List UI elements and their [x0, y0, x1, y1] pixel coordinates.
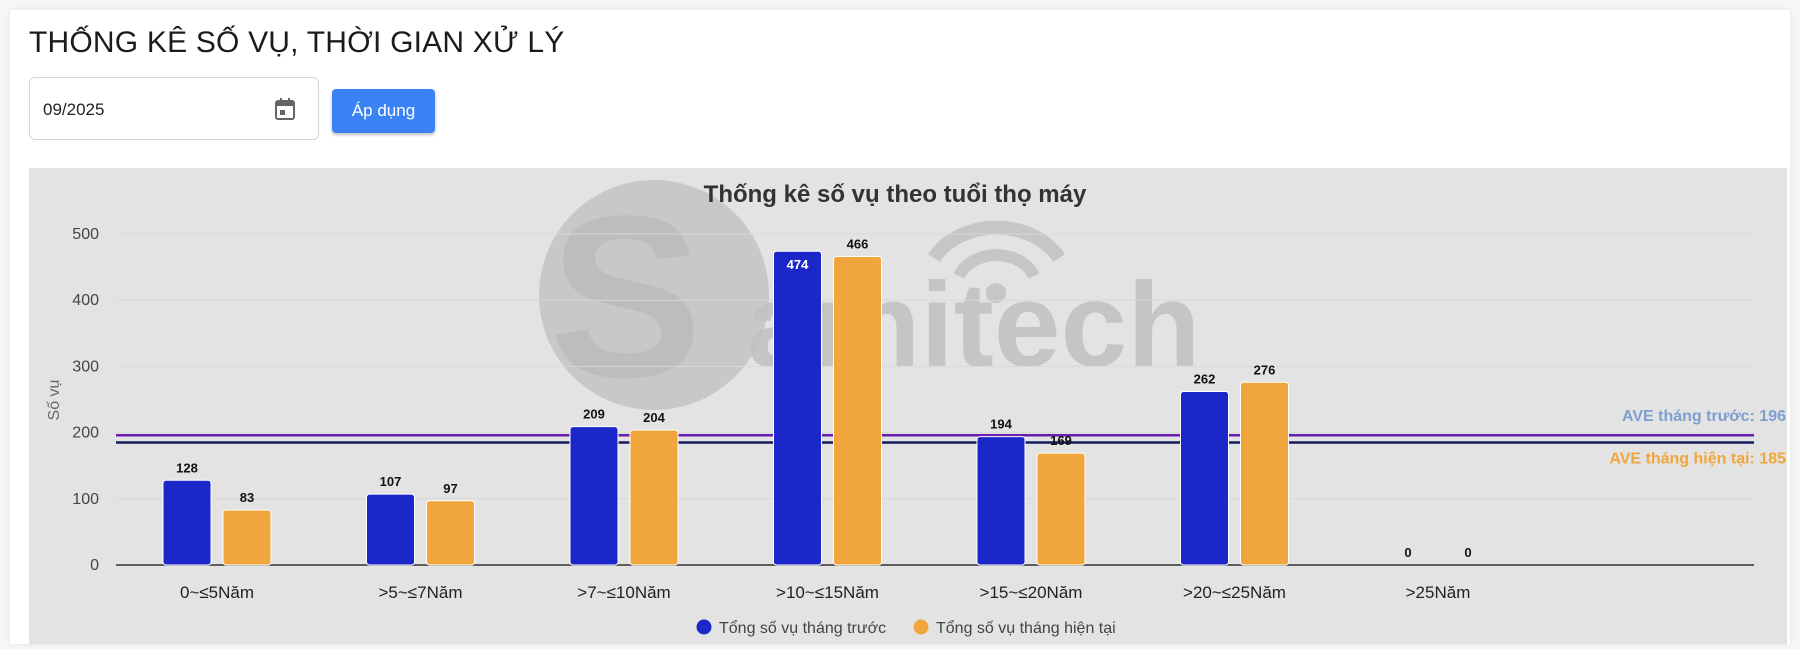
watermark-s: S	[549, 168, 702, 425]
bar-value-label: 262	[1194, 372, 1216, 387]
average-line-label: AVE tháng hiện tại: 185	[1609, 451, 1786, 468]
legend-marker	[696, 619, 712, 635]
month-picker-value[interactable]: 09/2025	[43, 100, 105, 119]
legend-label: Tổng số vụ tháng trước	[719, 619, 886, 637]
x-tick-label: 0~≤5Năm	[180, 583, 254, 602]
y-tick-label: 0	[90, 557, 99, 574]
bar[interactable]	[629, 429, 679, 566]
x-tick-label: >20~≤25Năm	[1183, 583, 1286, 602]
legend-label: Tổng số vụ tháng hiện tại	[936, 619, 1116, 637]
bar[interactable]	[1180, 391, 1229, 566]
bar[interactable]	[833, 256, 882, 566]
bar[interactable]	[426, 500, 475, 566]
bar-value-label: 97	[443, 481, 457, 496]
x-tick-label: >5~≤7Năm	[379, 583, 463, 602]
average-line-label: AVE tháng trước: 196	[1622, 408, 1786, 425]
month-picker-field[interactable]: 09/2025	[29, 77, 319, 140]
legend-item[interactable]: Tổng số vụ tháng trước	[696, 619, 887, 637]
page-container: THỐNG KÊ SỐ VỤ, THỜI GIAN XỬ LÝ 09/2025 …	[10, 10, 1790, 644]
y-tick-label: 300	[72, 358, 99, 375]
bar[interactable]	[773, 250, 822, 566]
legend-item[interactable]: Tổng số vụ tháng hiện tại	[913, 619, 1116, 637]
y-tick-label: 200	[72, 425, 99, 442]
bar[interactable]	[976, 436, 1026, 566]
reference-lines: AVE tháng trước: 196 AVE tháng hiện tại: …	[116, 408, 1786, 468]
x-tick-label: >25Năm	[1406, 583, 1471, 602]
watermark-logo: S amitech	[539, 168, 1201, 425]
bar-value-label: 466	[847, 237, 869, 252]
chart-title: Thống kê số vụ theo tuổi thọ máy	[704, 181, 1087, 208]
bar[interactable]	[569, 426, 619, 566]
y-axis-label: Số vụ	[46, 380, 63, 421]
y-ticks: 0 100 200 300 400 500	[72, 226, 99, 574]
y-tick-label: 400	[72, 292, 99, 309]
bar-value-label: 107	[380, 474, 402, 489]
bar[interactable]	[1240, 381, 1289, 566]
bar-value-label: 0	[1404, 545, 1411, 560]
bar[interactable]	[366, 493, 415, 566]
bars: 128 83 107 97 209 204 474 466 194 169 262 276 0 0	[162, 237, 1472, 566]
bar[interactable]	[162, 479, 212, 566]
x-ticks: 0~≤5Năm >5~≤7Năm >7~≤10Năm >10~≤15Năm >15~≤2…	[180, 583, 1470, 602]
age-chart: S amitech Thống kê số vụ theo tuổi thọ m…	[46, 168, 1786, 637]
watermark-text: amitech	[747, 258, 1201, 392]
calendar-icon[interactable]	[274, 97, 296, 121]
x-tick-label: >7~≤10Năm	[577, 583, 670, 602]
bar-value-label: 194	[990, 417, 1012, 432]
legend-marker	[913, 619, 929, 635]
bar[interactable]	[222, 509, 272, 566]
legend[interactable]: Tổng số vụ tháng trước Tổng số vụ tháng h…	[696, 619, 1116, 637]
bar-value-label: 128	[176, 460, 198, 475]
bar-value-label: 209	[583, 407, 605, 422]
bar-value-label: 83	[240, 490, 254, 505]
bar-value-label: 276	[1254, 362, 1276, 377]
y-tick-label: 100	[72, 491, 99, 508]
bar[interactable]	[1036, 452, 1086, 566]
x-tick-label: >10~≤15Năm	[776, 583, 879, 602]
bar-value-label: 169	[1050, 433, 1072, 448]
bar-value-label: 474	[787, 257, 809, 272]
page-title: THỐNG KÊ SỐ VỤ, THỜI GIAN XỬ LÝ	[29, 26, 565, 59]
y-tick-label: 500	[72, 226, 99, 243]
bar-value-label: 204	[643, 410, 665, 425]
apply-button[interactable]: Áp dụng	[332, 89, 435, 133]
chart-panel: S amitech Thống kê số vụ theo tuổi thọ m…	[29, 168, 1787, 644]
x-tick-label: >15~≤20Năm	[980, 583, 1083, 602]
bar-value-label: 0	[1464, 545, 1471, 560]
